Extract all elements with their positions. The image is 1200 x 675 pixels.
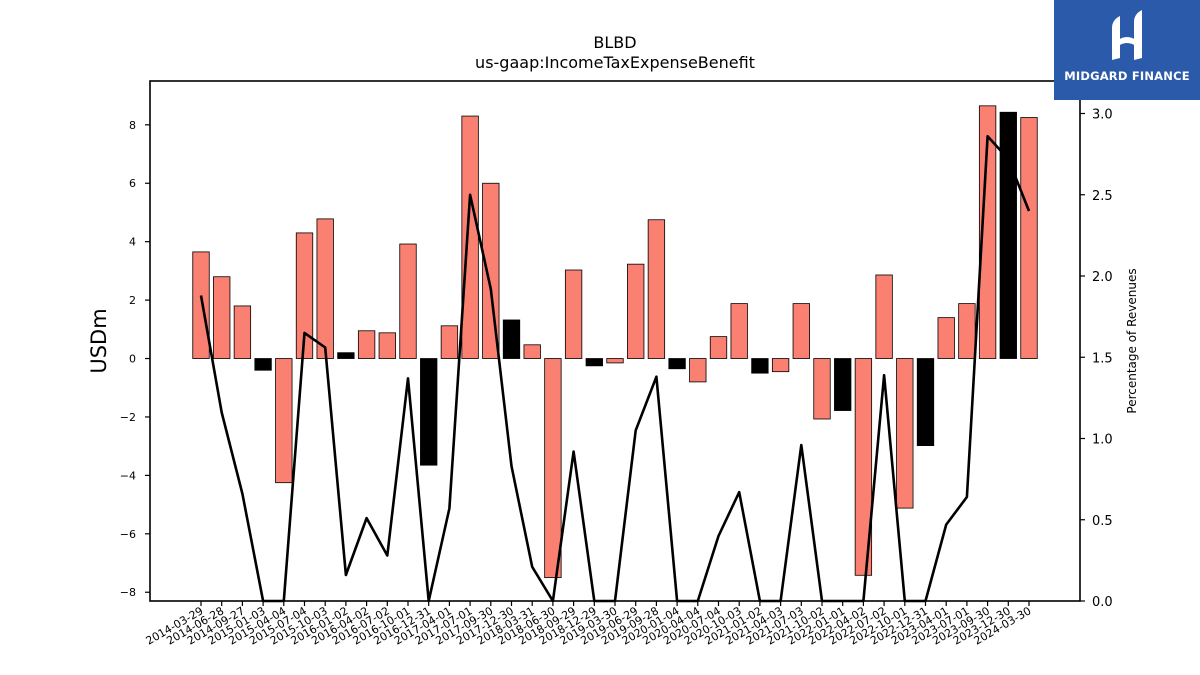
x-axis: 2014-03-292014-06-282014-09-272015-01-03…: [144, 601, 1034, 648]
y2-tick-label: 3.0: [1092, 108, 1113, 123]
bar: [357, 330, 376, 359]
bar: [213, 276, 231, 359]
bar: [233, 305, 252, 359]
y-tick-label: −8: [120, 586, 136, 599]
chart-title: BLBD: [593, 33, 636, 52]
y2-tick-label: 1.5: [1092, 351, 1113, 366]
bar: [378, 332, 396, 359]
bar: [585, 358, 603, 367]
y-tick-label: 0: [129, 353, 136, 366]
bar: [316, 218, 334, 359]
y-axis-label: USDm: [87, 308, 111, 373]
y2-axis: 0.0 0.5 1.0 1.5 2.0 2.5 3.0: [1080, 108, 1113, 610]
bar: [875, 274, 893, 359]
bar: [896, 358, 914, 509]
bar: [999, 111, 1017, 359]
y-tick-label: 4: [129, 236, 136, 249]
bar: [254, 358, 272, 371]
bar: [399, 243, 417, 359]
y2-tick-label: 2.5: [1092, 189, 1113, 204]
bar: [834, 358, 852, 411]
bar: [730, 303, 748, 359]
bar: [958, 303, 976, 359]
y2-tick-label: 0.0: [1092, 595, 1113, 610]
y-tick-label: 2: [129, 294, 136, 307]
y-tick-label: −2: [120, 411, 136, 424]
bar: [564, 269, 583, 359]
y-tick-label: −4: [120, 469, 136, 482]
bar: [792, 303, 810, 359]
bar: [978, 105, 997, 359]
y-axis: −8 −6 −4 −2 0 2 4 6 8: [120, 119, 150, 599]
bar: [440, 325, 459, 359]
bar: [627, 263, 645, 359]
y2-tick-label: 1.0: [1092, 433, 1113, 448]
logo-text: MIDGARD FINANCE: [1064, 69, 1190, 83]
bar: [295, 232, 314, 359]
bar: [192, 251, 210, 359]
bar: [420, 358, 438, 466]
bar: [544, 358, 562, 579]
bar: [751, 358, 769, 374]
y-tick-label: 8: [129, 119, 136, 132]
bar: [606, 358, 624, 364]
y-tick-label: 6: [129, 177, 136, 190]
bar: [523, 344, 541, 359]
bar: [813, 358, 831, 420]
logo-mark-icon: [1112, 10, 1142, 60]
chart-subtitle: us-gaap:IncomeTaxExpenseBenefit: [475, 53, 755, 72]
midgard-finance-logo: MIDGARD FINANCE: [1054, 0, 1200, 100]
bar: [916, 358, 935, 446]
bar: [461, 115, 479, 359]
bar: [668, 358, 686, 370]
y2-axis-label: Percentage of Revenues: [1125, 268, 1139, 413]
y-tick-label: −6: [120, 528, 136, 541]
bar: [854, 358, 873, 576]
y2-tick-label: 0.5: [1092, 514, 1113, 529]
bar: [771, 358, 790, 373]
bar: [337, 352, 355, 359]
bar: [647, 219, 666, 359]
bar: [709, 336, 728, 359]
bar: [689, 358, 707, 383]
bars-group: [192, 105, 1038, 579]
bar: [937, 317, 955, 359]
bar: [502, 319, 521, 359]
bar: [1020, 117, 1038, 359]
y2-tick-label: 2.0: [1092, 270, 1113, 285]
bar: [275, 358, 293, 484]
